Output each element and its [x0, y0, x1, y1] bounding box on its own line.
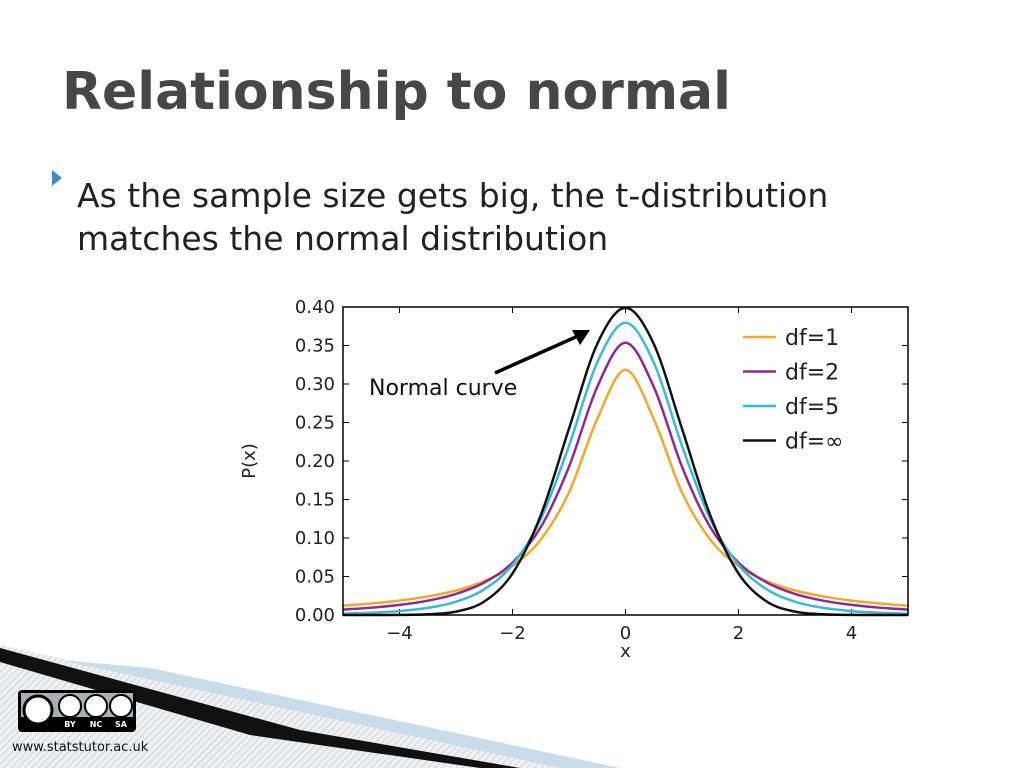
- line-series: [342, 368, 909, 607]
- bullet-marker: [52, 170, 62, 186]
- x-tick-label: −4: [386, 623, 413, 644]
- badge-label: NC: [90, 720, 103, 729]
- annotation-arrowhead: [572, 330, 590, 345]
- y-tick-label: 0.30: [295, 374, 335, 395]
- y-tick-label: 0.40: [295, 297, 335, 318]
- nc-icon: [84, 694, 108, 718]
- x-tick-label: −2: [499, 623, 526, 644]
- legend-label: df=∞: [785, 430, 843, 455]
- legend-label: df=5: [785, 395, 839, 420]
- y-tick-label: 0.10: [295, 528, 335, 549]
- x-tick-label: 0: [620, 623, 631, 644]
- chart: 0.00 0.05 0.10 0.15 0.20 0.25 0.30 0.35 0.40 −4 −2…: [239, 297, 909, 662]
- x-tick-label: 2: [733, 623, 744, 644]
- by-icon: [58, 694, 82, 718]
- line-series: [342, 321, 909, 615]
- y-tick-label: 0.35: [295, 336, 335, 357]
- annotation-arrow: [494, 334, 579, 375]
- y-tick-label: 0.20: [295, 451, 335, 472]
- cc-icon: [22, 694, 54, 726]
- decor-stripe-blue: [60, 660, 620, 768]
- plot-frame: [342, 306, 909, 616]
- y-axis-label: P(x): [239, 443, 260, 479]
- line-series: [342, 341, 909, 611]
- annotation: Normal curve: [369, 376, 517, 401]
- x-tick-label: 4: [846, 623, 857, 644]
- legend-label: df=2: [785, 361, 839, 386]
- x-axis-label: x: [620, 641, 631, 662]
- y-tick-label: 0.15: [295, 490, 335, 511]
- y-tick-label: 0.00: [295, 605, 335, 626]
- y-tick-label: 0.25: [295, 413, 335, 434]
- badge-label: SA: [115, 720, 128, 729]
- badge-label: BY: [64, 720, 76, 729]
- bullet-text: As the sample size gets big, the t-distr…: [77, 176, 829, 258]
- legend-label: df=1: [785, 326, 839, 351]
- line-series: [342, 306, 909, 617]
- slide-title: Relationship to normal: [62, 62, 731, 122]
- footer: www.statstutor.ac.uk: [12, 740, 149, 755]
- y-tick-label: 0.05: [295, 567, 335, 588]
- sa-icon: [109, 694, 133, 718]
